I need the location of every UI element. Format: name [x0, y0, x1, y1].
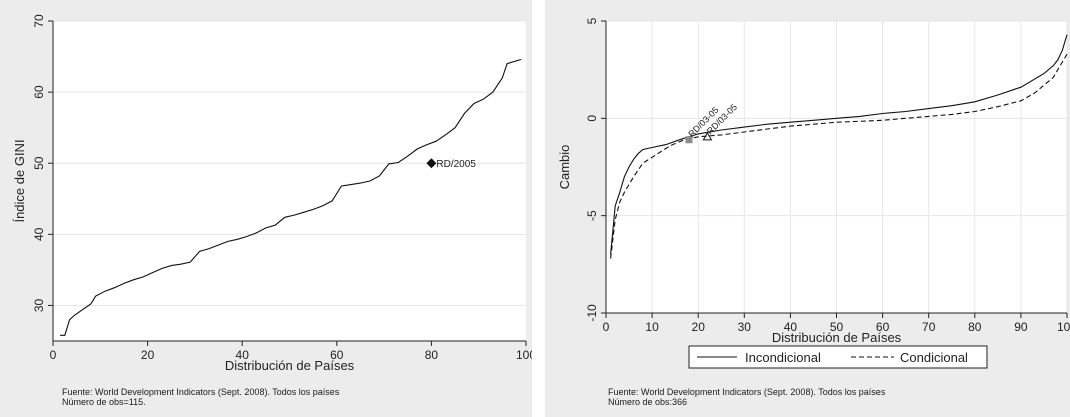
y-tick-label: 60	[32, 85, 46, 99]
x-axis-label: Distribución de Países	[225, 358, 355, 373]
obs-count: Número de obs:366	[608, 397, 688, 407]
x-tick-label: 0	[50, 348, 57, 362]
x-tick-label: 10	[645, 320, 659, 334]
gini-chart: 0 20 40 60 80 100 30 40 50 60 70 Distribución de Pa…	[12, 14, 532, 373]
legend-label-incondicional: Incondicional	[745, 350, 821, 365]
obs-count: Número de obs=115.	[62, 397, 146, 407]
y-tick-label: 50	[32, 156, 46, 170]
series-line-incondicional	[610, 34, 1068, 255]
x-tick-label: 20	[692, 320, 706, 334]
annotation-label: RD/2005	[436, 159, 476, 170]
source-note-right: Fuente: World Development Indicators (Se…	[608, 387, 885, 407]
x-axis-label: Distribución de Países	[772, 330, 902, 345]
y-tick-label: 0	[585, 115, 599, 122]
x-tick-label: 100	[516, 348, 532, 362]
y-tick-label: 40	[32, 227, 46, 241]
x-tick-label: 60	[330, 348, 344, 362]
x-tick-label: 40	[784, 320, 798, 334]
gini-chart-panel: 0 20 40 60 80 100 30 40 50 60 70 Distribución de Pa…	[0, 0, 532, 417]
x-tick-label: 50	[830, 320, 844, 334]
y-axis-label: Índice de GINI	[12, 139, 27, 222]
y-tick-label: -5	[585, 210, 599, 221]
y-tick-label: 5	[585, 17, 599, 24]
change-chart: 0 10 20 30 40 50 60 70 80 90 100 -10 -5 0 5 Distribució…	[557, 17, 1070, 369]
source-line: Fuente: World Development Indicators (Se…	[62, 387, 340, 397]
legend-label-condicional: Condicional	[900, 350, 968, 365]
x-tick-label: 40	[236, 348, 250, 362]
x-tick-label: 20	[141, 348, 155, 362]
marker-diamond	[426, 158, 437, 169]
y-tick-label: 30	[32, 298, 46, 312]
source-line: Fuente: World Development Indicators (Se…	[608, 387, 886, 397]
y-axis-label: Cambio	[557, 145, 572, 190]
marker-triangle	[702, 131, 713, 141]
series-line-gini	[60, 58, 522, 336]
y-tick-label: -10	[585, 304, 599, 322]
change-chart-panel: 0 10 20 30 40 50 60 70 80 90 100 -10 -5 0 5 Distribució…	[545, 0, 1070, 417]
x-tick-label: 90	[1014, 320, 1028, 334]
plot-area	[53, 21, 526, 341]
marker-square	[685, 136, 693, 144]
source-note-left: Fuente: World Development Indicators (Se…	[62, 387, 339, 407]
x-tick-label: 70	[922, 320, 936, 334]
x-tick-label: 60	[876, 320, 890, 334]
legend-box	[688, 345, 988, 369]
x-tick-label: 30	[738, 320, 752, 334]
x-tick-label: 100	[1057, 320, 1070, 334]
series-line-condicional	[610, 53, 1068, 259]
x-tick-label: 80	[425, 348, 439, 362]
x-tick-label: 0	[603, 320, 610, 334]
y-tick-label: 70	[32, 14, 46, 28]
x-tick-label: 80	[968, 320, 982, 334]
